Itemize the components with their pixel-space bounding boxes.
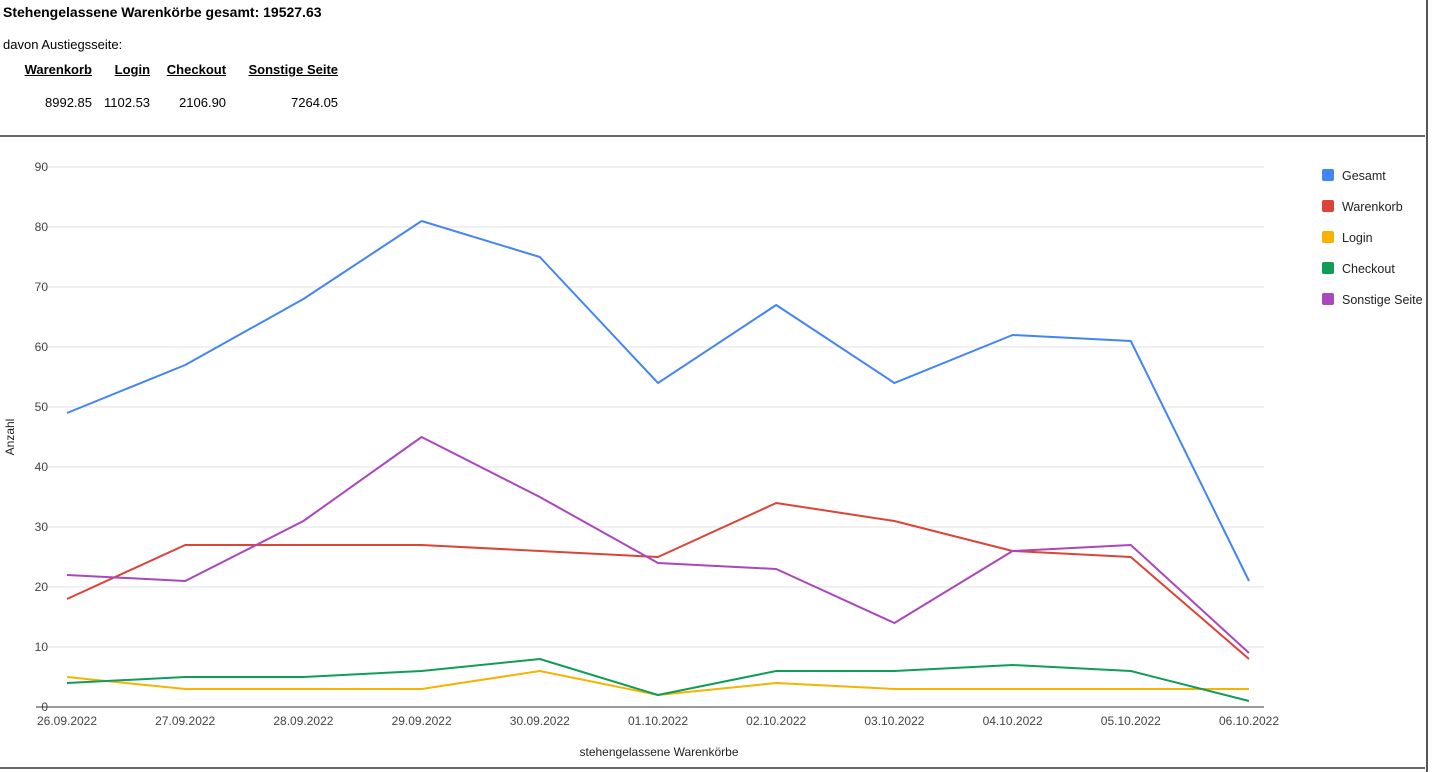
x-tick-label: 27.09.2022: [155, 714, 215, 728]
bottom-divider: [0, 767, 1425, 769]
legend-swatch-checkout: [1322, 262, 1334, 274]
exit-page-subtitle: davon Austiegsseite:: [3, 37, 123, 52]
y-tick-label: 60: [35, 340, 49, 354]
y-tick-label: 80: [35, 220, 49, 234]
legend-swatch-sonstige-seite: [1322, 293, 1334, 305]
x-tick-label: 30.09.2022: [510, 714, 570, 728]
x-tick-label: 28.09.2022: [273, 714, 333, 728]
x-tick-label: 05.10.2022: [1101, 714, 1161, 728]
top-divider: [0, 135, 1425, 137]
stats-value-checkout: 2106.90: [179, 95, 227, 110]
x-tick-label: 26.09.2022: [37, 714, 97, 728]
stats-header-login: Login: [114, 62, 151, 77]
y-tick-label: 90: [35, 160, 49, 174]
legend-label-sonstige-seite: Sonstige Seite: [1342, 293, 1423, 307]
x-tick-label: 04.10.2022: [983, 714, 1043, 728]
series-line-gesamt: [66, 220, 1250, 582]
y-tick-label: 70: [35, 280, 49, 294]
y-tick-label: 30: [35, 520, 49, 534]
line-chart: 0 10 20 30 40 50 60 70 80 90 26.09.2022 27.09.2022 2…: [3, 160, 1423, 759]
stats-header-sonstige: Sonstige Seite: [248, 62, 339, 77]
x-tick-label: 06.10.2022: [1219, 714, 1279, 728]
stats-value-warenkorb: 8992.85: [45, 95, 92, 110]
y-axis-title: Anzahl: [3, 419, 17, 456]
page-right-border: [1426, 0, 1428, 772]
page-title: Stehengelassene Warenkörbe gesamt: 19527…: [3, 4, 322, 20]
stats-header-warenkorb: Warenkorb: [24, 62, 92, 77]
x-tick-label: 01.10.2022: [628, 714, 688, 728]
series-line-checkout: [66, 658, 1250, 702]
x-tick-label: 03.10.2022: [864, 714, 924, 728]
y-tick-label: 0: [41, 700, 48, 714]
exit-page-stats-table: Warenkorb Login Checkout Sonstige Seite …: [8, 58, 344, 114]
stats-value-sonstige: 7264.05: [291, 95, 339, 110]
series-line-login: [66, 670, 1249, 696]
legend-swatch-gesamt: [1322, 169, 1334, 181]
stats-value-row: 8992.85 1102.53 2106.90 7264.05: [8, 91, 344, 114]
x-tick-label: 02.10.2022: [746, 714, 806, 728]
stats-header-checkout: Checkout: [166, 62, 227, 77]
legend-label-gesamt: Gesamt: [1342, 169, 1386, 183]
y-tick-label: 10: [35, 640, 49, 654]
y-tick-label: 20: [35, 580, 49, 594]
legend-swatch-login: [1322, 231, 1334, 243]
series-line-warenkorb: [66, 502, 1250, 660]
y-tick-label: 40: [35, 460, 49, 474]
x-tick-label: 29.09.2022: [392, 714, 452, 728]
x-axis-title: stehengelassene Warenkörbe: [580, 745, 739, 759]
legend-label-checkout: Checkout: [1342, 262, 1395, 276]
y-tick-label: 50: [35, 400, 49, 414]
stats-value-login: 1102.53: [104, 95, 151, 110]
stats-header-row: Warenkorb Login Checkout Sonstige Seite: [8, 58, 344, 91]
legend-swatch-warenkorb: [1322, 200, 1334, 212]
legend-label-login: Login: [1342, 231, 1373, 245]
series-line-sonstige-seite: [66, 436, 1250, 654]
legend-label-warenkorb: Warenkorb: [1342, 200, 1403, 214]
